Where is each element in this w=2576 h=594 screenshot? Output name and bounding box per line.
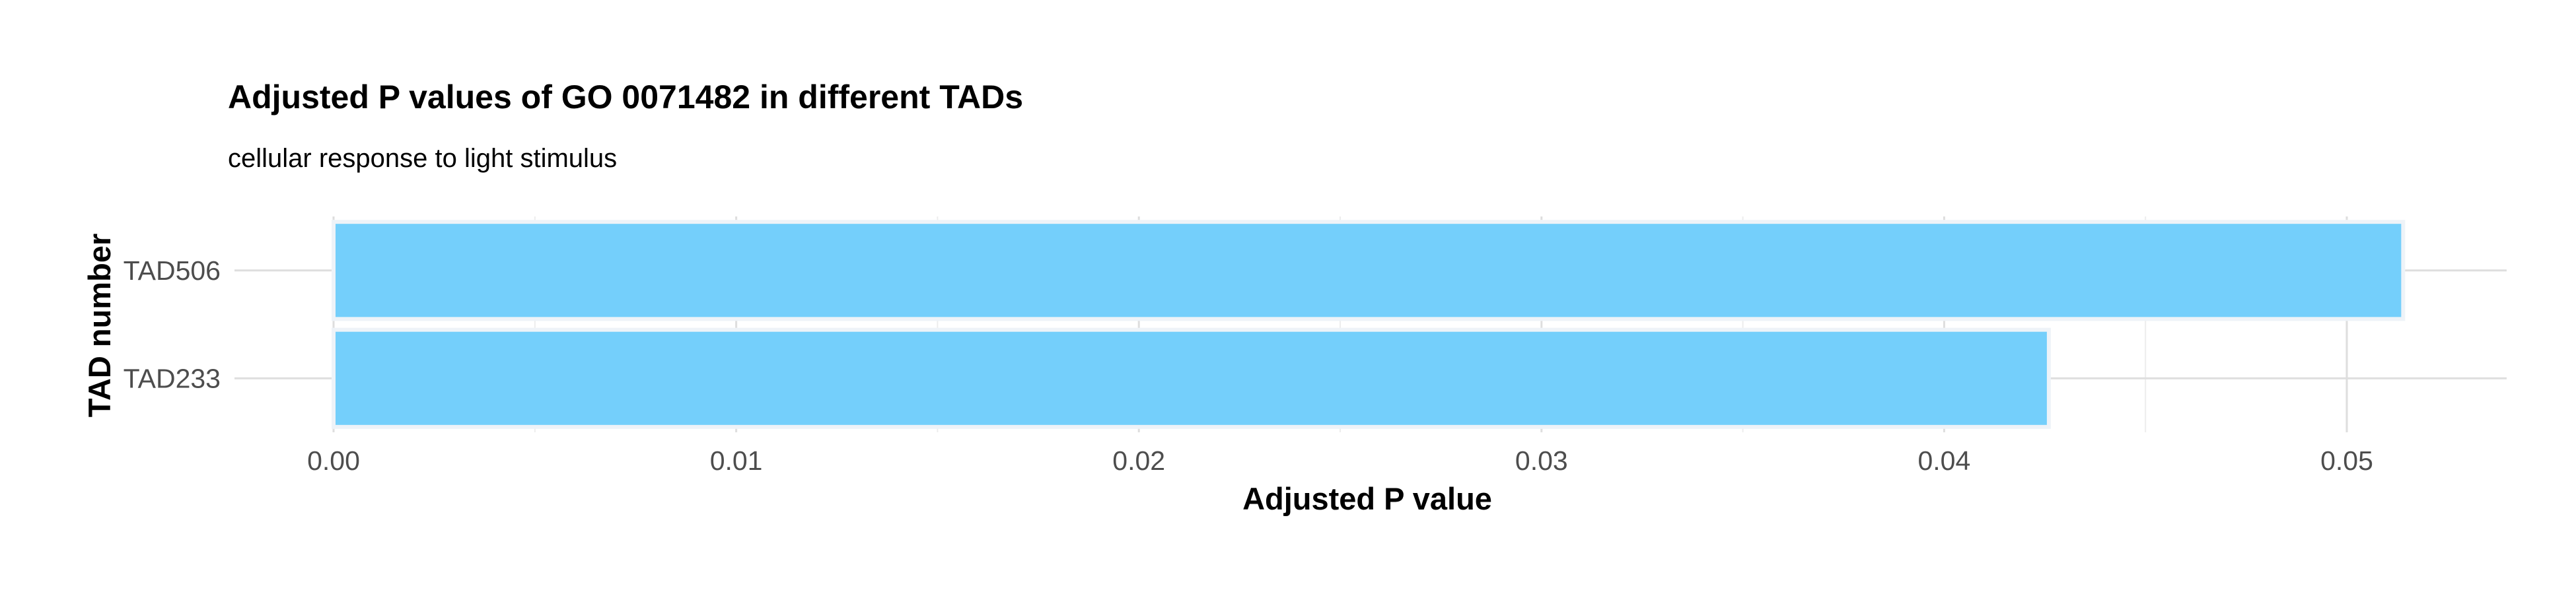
x-tick-label: 0.01	[710, 446, 763, 476]
x-axis-title: Adjusted P value	[1242, 481, 1492, 516]
y-tick-label: TAD233	[124, 363, 221, 393]
x-tick-label: 0.03	[1515, 446, 1568, 476]
bar	[332, 327, 2051, 429]
x-tick-label: 0.05	[2320, 446, 2373, 476]
x-tick-label: 0.04	[1917, 446, 1970, 476]
x-tick-labels: 0.00 0.01 0.02 0.03 0.04 0.05	[307, 446, 2373, 476]
x-tick-label: 0.02	[1112, 446, 1165, 476]
y-tick-labels: TAD233 TAD506	[124, 255, 221, 394]
bars	[332, 220, 2406, 429]
chart-subtitle: cellular response to light stimulus	[228, 144, 617, 173]
bar	[332, 220, 2406, 321]
chart-title: Adjusted P values of GO 0071482 in diffe…	[228, 79, 1023, 116]
y-axis-title: TAD number	[82, 234, 117, 418]
x-tick-label: 0.00	[307, 446, 360, 476]
y-tick-label: TAD506	[124, 255, 221, 286]
